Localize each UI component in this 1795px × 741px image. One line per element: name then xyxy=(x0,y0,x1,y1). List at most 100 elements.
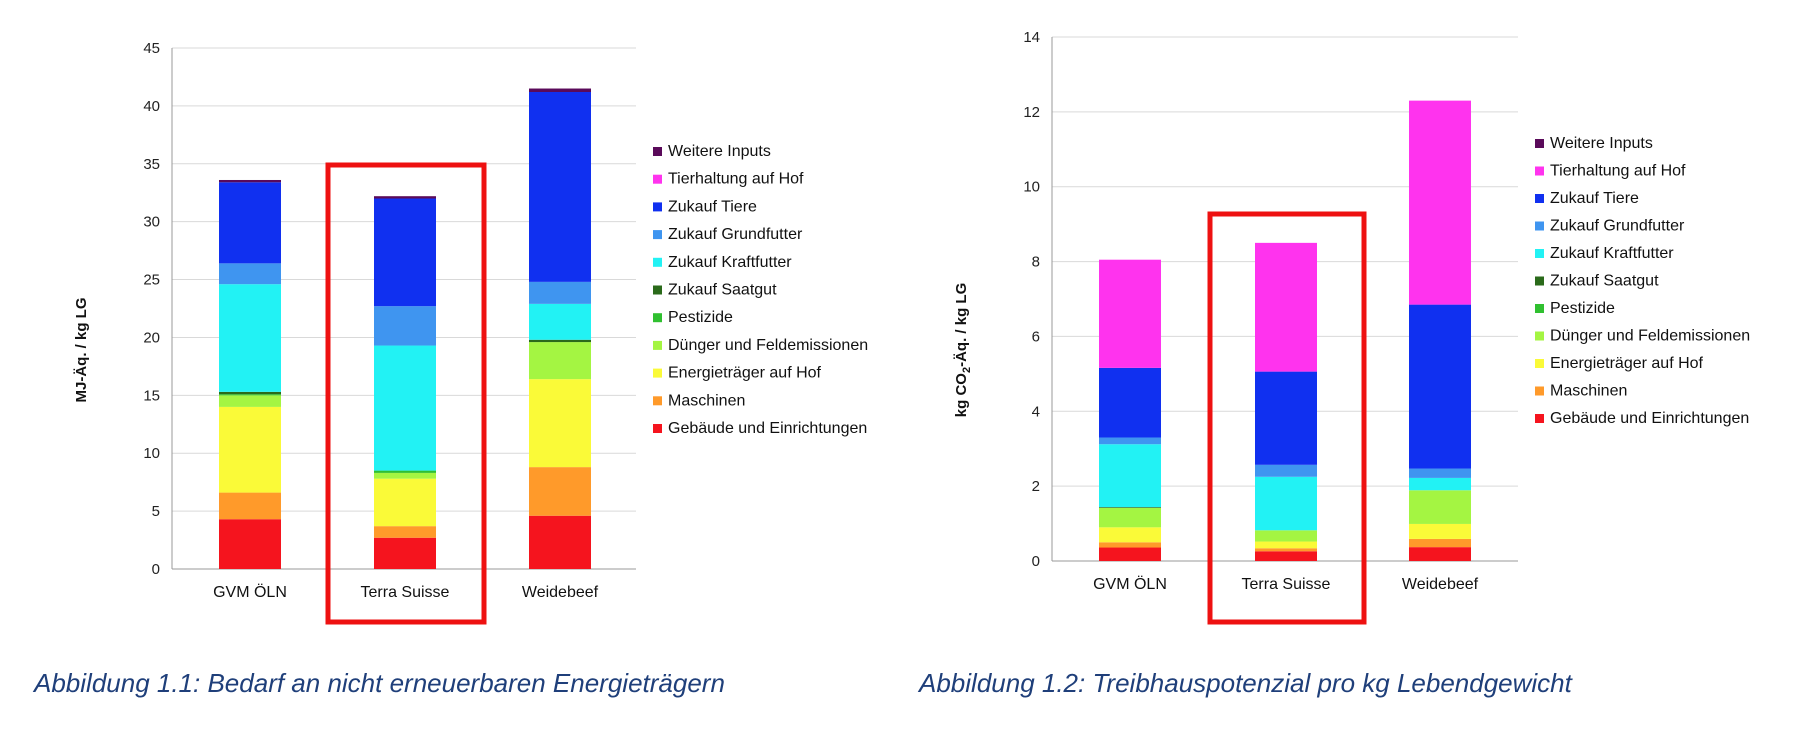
y-tick-label: 10 xyxy=(1023,179,1040,196)
bar-segment-zukauf-kraftfutter xyxy=(1409,477,1471,491)
bar-segment-maschinen xyxy=(529,467,591,516)
y-tick-label: 35 xyxy=(143,156,160,173)
legend-swatch-energietraeger-auf-hof xyxy=(653,368,662,378)
x-tick-label: Terra Suisse xyxy=(361,584,450,601)
legend-label: Pestizide xyxy=(668,309,733,326)
bar-segment-duenger-und-feldemissionen xyxy=(1409,490,1471,524)
x-tick-label: Terra Suisse xyxy=(1242,576,1331,593)
bar-segment-maschinen xyxy=(374,526,436,538)
legend-swatch-zukauf-kraftfutter xyxy=(1535,249,1544,258)
bar-segment-maschinen xyxy=(219,492,281,520)
bar-segment-zukauf-saatgut xyxy=(219,391,281,395)
y-tick-label: 8 xyxy=(1032,254,1040,271)
bar-segment-duenger-und-feldemissionen xyxy=(374,472,436,479)
bar-segment-duenger-und-feldemissionen xyxy=(1099,507,1161,528)
legend-label: Dünger und Feldemissionen xyxy=(668,337,868,354)
legend-swatch-zukauf-kraftfutter xyxy=(653,257,662,267)
bar-segment-duenger-und-feldemissionen xyxy=(529,342,591,380)
bar-segment-gebaeude-und-einrichtungen xyxy=(1099,547,1161,561)
y-tick-label: 30 xyxy=(143,214,160,231)
y-tick-label: 25 xyxy=(143,272,160,289)
bar-segment-gebaeude-und-einrichtungen xyxy=(529,515,591,569)
x-tick-label: Weidebeef xyxy=(1402,576,1479,593)
legend-label: Zukauf Tiere xyxy=(1550,190,1639,207)
y-tick-label: 40 xyxy=(143,98,160,115)
bar-segment-zukauf-kraftfutter xyxy=(1099,444,1161,508)
legend-label: Zukauf Tiere xyxy=(668,198,757,215)
legend-swatch-duenger-und-feldemissionen xyxy=(653,340,662,350)
y-tick-label: 6 xyxy=(1032,328,1040,345)
legend-label: Pestizide xyxy=(1550,300,1615,317)
bar-segment-tierhaltung-auf-hof xyxy=(1099,259,1161,368)
bar-segment-energietraeger-auf-hof xyxy=(1409,523,1471,539)
y-tick-label: 10 xyxy=(143,445,160,462)
bar-segment-energietraeger-auf-hof xyxy=(1099,527,1161,543)
bar-segment-zukauf-kraftfutter xyxy=(219,284,281,392)
y-tick-label: 12 xyxy=(1023,104,1040,121)
bar-segment-gebaeude-und-einrichtungen xyxy=(1255,551,1317,561)
bar-segment-tierhaltung-auf-hof xyxy=(1255,242,1317,372)
legend-label: Zukauf Saatgut xyxy=(668,282,777,299)
bar-segment-duenger-und-feldemissionen xyxy=(1255,530,1317,542)
legend-swatch-maschinen xyxy=(1535,386,1544,396)
legend-swatch-energietraeger-auf-hof xyxy=(1535,359,1544,368)
bar-segment-energietraeger-auf-hof xyxy=(529,379,591,468)
legend-label: Dünger und Feldemissionen xyxy=(1550,328,1750,345)
bar-segment-zukauf-saatgut xyxy=(529,339,591,343)
legend-swatch-pestizide xyxy=(1535,304,1544,313)
y-axis-label: MJ-Äq. / kg LG xyxy=(73,298,90,403)
chart-1: 0 5 10 15 20 25 30 35 40 45 GVM ÖLN Terra Suisse Wei… xyxy=(73,40,868,625)
legend-label: Maschinen xyxy=(1550,383,1627,400)
bar-segment-zukauf-grundfutter xyxy=(374,306,436,346)
legend-swatch-zukauf-grundfutter xyxy=(1535,221,1544,231)
legend-label: Zukauf Kraftfutter xyxy=(1550,245,1674,262)
highlight-box xyxy=(325,162,487,625)
bar-segment-zukauf-grundfutter xyxy=(1255,464,1317,477)
highlight-box xyxy=(1207,211,1367,625)
legend-swatch-duenger-und-feldemissionen xyxy=(1535,331,1544,341)
legend-swatch-maschinen xyxy=(653,396,662,406)
legend-swatch-zukauf-tiere xyxy=(653,202,662,212)
legend-swatch-weitere-inputs xyxy=(653,147,662,156)
x-tick-label: GVM ÖLN xyxy=(213,583,287,601)
bar-segment-gebaeude-und-einrichtungen xyxy=(219,519,281,569)
y-tick-label: 0 xyxy=(152,561,160,578)
y-tick-label: 45 xyxy=(143,40,160,57)
bar-segment-zukauf-grundfutter xyxy=(219,263,281,285)
caption-right: Abbildung 1.2: Treibhauspotenzial pro kg… xyxy=(919,668,1572,698)
bar-segment-maschinen xyxy=(1409,538,1471,548)
bar-segment-tierhaltung-auf-hof xyxy=(1409,100,1471,305)
bar-segment-zukauf-tiere xyxy=(529,91,591,282)
legend-label: Gebäude und Einrichtungen xyxy=(668,420,867,437)
legend-swatch-zukauf-saatgut xyxy=(653,285,662,295)
bar-segment-zukauf-kraftfutter xyxy=(529,303,591,340)
legend-label: Tierhaltung auf Hof xyxy=(668,171,804,188)
bar-segment-weitere-inputs xyxy=(529,88,591,92)
legend-swatch-weitere-inputs xyxy=(1535,139,1544,148)
bar-segment-zukauf-tiere xyxy=(1099,367,1161,438)
y-axis-label: kg CO2-Äq. / kg LG xyxy=(953,283,973,417)
legend-swatch-tierhaltung-auf-hof xyxy=(1535,166,1544,176)
legend-swatch-tierhaltung-auf-hof xyxy=(653,174,662,184)
legend-label: Zukauf Saatgut xyxy=(1550,273,1659,290)
x-tick-label: GVM ÖLN xyxy=(1093,575,1167,593)
legend-label: Zukauf Grundfutter xyxy=(1550,218,1685,235)
y-tick-label: 2 xyxy=(1032,478,1040,495)
y-tick-label: 4 xyxy=(1032,403,1040,420)
bar-segment-zukauf-grundfutter xyxy=(529,281,591,304)
bar-segment-pestizide xyxy=(374,470,436,473)
bar-segment-energietraeger-auf-hof xyxy=(1255,541,1317,549)
x-tick-label: Weidebeef xyxy=(522,584,599,601)
chart-2: 0 2 4 6 8 10 12 14 GVM ÖLN Terra Suisse Weidebeef k… xyxy=(953,29,1750,625)
legend-label: Energieträger auf Hof xyxy=(1550,355,1704,372)
bar-segment-weitere-inputs xyxy=(219,179,281,183)
legend-label: Zukauf Kraftfutter xyxy=(668,254,792,271)
bar-segment-zukauf-tiere xyxy=(1409,304,1471,469)
legend-label: Weitere Inputs xyxy=(668,143,771,160)
legend-label: Energieträger auf Hof xyxy=(668,365,822,382)
bar-segment-zukauf-kraftfutter xyxy=(1255,476,1317,531)
y-tick-label: 20 xyxy=(143,329,160,346)
bar-segment-gebaeude-und-einrichtungen xyxy=(1409,547,1471,561)
bar-segment-gebaeude-und-einrichtungen xyxy=(374,537,436,569)
